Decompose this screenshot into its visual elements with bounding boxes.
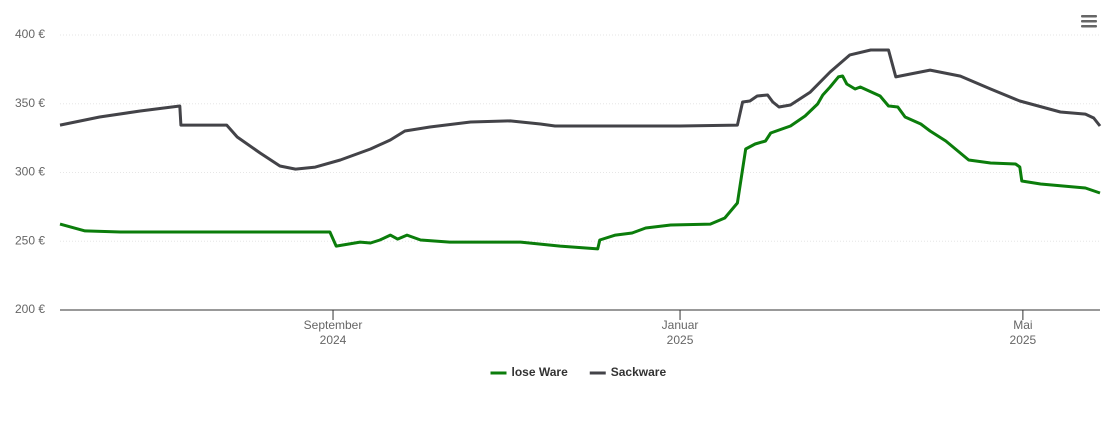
y-tick-label: 200 € — [15, 302, 45, 316]
y-tick-label: 400 € — [15, 27, 45, 41]
x-tick-label: September 2024 — [303, 318, 363, 347]
y-tick-label: 250 € — [15, 233, 45, 247]
x-tick-label: Januar 2025 — [661, 318, 699, 347]
legend-label[interactable]: Sackware — [611, 365, 667, 379]
y-tick-label: 350 € — [15, 96, 45, 110]
legend-label[interactable]: lose Ware — [512, 365, 569, 379]
x-tick-label: Mai 2025 — [1009, 318, 1037, 347]
series-line — [59, 74, 1101, 251]
y-tick-label: 300 € — [15, 165, 45, 179]
series-line — [59, 48, 1102, 171]
menu-icon[interactable] — [1081, 15, 1097, 28]
